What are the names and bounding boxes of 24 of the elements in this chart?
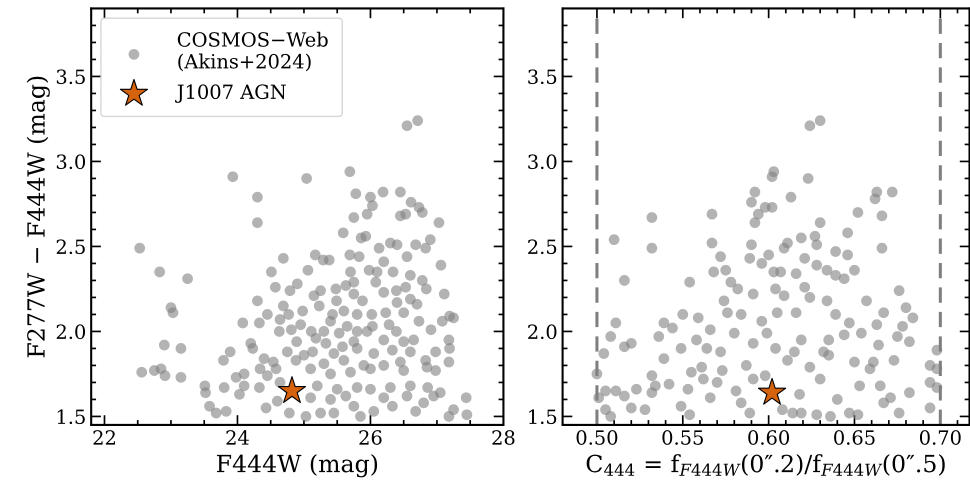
y-tick-label: 3.5: [528, 69, 556, 84]
x-tick-label: 0.60: [748, 430, 789, 445]
y-tick-label: 3.0: [528, 154, 556, 170]
y-tick-label: 1.5: [529, 409, 556, 424]
y-tick-label: 2.5: [56, 239, 85, 254]
x-tick-label: 24: [226, 430, 249, 445]
y-tick-label: 2.0: [56, 324, 86, 340]
x-axis-title: C$_{444}$ = f$_{F444W}$(0″.2)/f$_{F444W}$(0″.5): [586, 454, 945, 476]
y-tick-label: 3.0: [56, 154, 86, 170]
x-tick-label: 26: [359, 430, 382, 445]
x-tick-label: 0.55: [662, 430, 703, 445]
x-tick-label: 28: [492, 430, 514, 445]
y-tick-label: 2.5: [528, 239, 556, 254]
x-tick-label: 0.50: [576, 430, 618, 445]
x-axis-title: F444W (mag): [216, 454, 378, 478]
y-tick-label: 3.5: [56, 69, 85, 84]
y-tick-label: 2.0: [528, 324, 556, 340]
legend-label: COSMOS−Web (Akins+2024): [178, 32, 328, 72]
x-tick-label: 22: [93, 430, 115, 445]
x-tick-label: 0.70: [920, 430, 961, 445]
x-tick-label: 0.65: [834, 430, 875, 445]
y-tick-label: 1.5: [58, 409, 85, 424]
y-axis-title: F277W − F444W (mag): [26, 76, 50, 358]
legend-label: J1007 AGN: [175, 84, 286, 103]
